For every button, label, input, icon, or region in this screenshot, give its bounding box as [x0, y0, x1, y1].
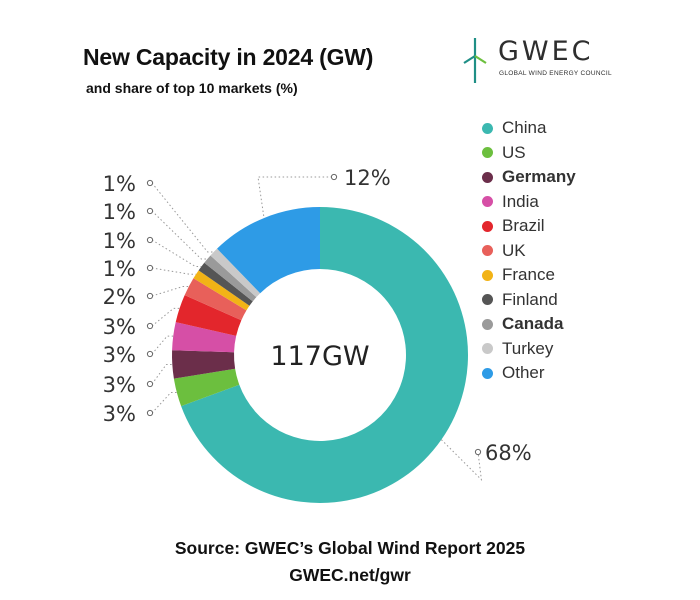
- slice-canada: [204, 255, 257, 302]
- legend-swatch: [482, 122, 493, 134]
- legend-item-finland: Finland: [482, 288, 576, 313]
- legend-label: India: [502, 191, 539, 211]
- chart-subtitle: and share of top 10 markets (%): [86, 80, 298, 96]
- legend-item-india: India: [482, 190, 576, 215]
- pct-label-other: 12%: [344, 166, 391, 190]
- leader-canada: [151, 210, 208, 260]
- legend-swatch: [482, 196, 493, 208]
- legend-label: US: [502, 142, 526, 162]
- leader-dot-germany: [146, 380, 154, 388]
- leader-uk: [151, 286, 189, 297]
- slice-china: [181, 207, 468, 503]
- pct-label-turkey: 1%: [103, 172, 136, 196]
- legend-item-uk: UK: [482, 239, 576, 264]
- pct-label-canada: 1%: [103, 200, 136, 224]
- slice-us: [173, 368, 240, 407]
- leader-dot-india: [146, 350, 154, 358]
- legend-swatch: [482, 171, 493, 183]
- leader-france: [151, 267, 196, 275]
- legend-label: Germany: [502, 167, 576, 187]
- pct-label-india: 3%: [103, 343, 136, 367]
- legend-item-france: France: [482, 263, 576, 288]
- gwec-logo: GWEC GLOBAL WIND ENERGY COUNCIL: [462, 36, 632, 86]
- slice-finland: [198, 262, 253, 306]
- pct-label-us: 3%: [103, 402, 136, 426]
- footer-url: GWEC.net/gwr: [289, 565, 411, 585]
- legend-label: Brazil: [502, 216, 545, 236]
- leader-dot-other: [330, 173, 338, 181]
- legend-item-us: US: [482, 141, 576, 166]
- chart-legend: China US Germany India Brazil UK France Finland…: [482, 116, 576, 386]
- legend-item-brazil: Brazil: [482, 214, 576, 239]
- legend-swatch: [482, 269, 493, 281]
- leader-finland: [151, 239, 202, 267]
- pct-label-china: 68%: [485, 441, 532, 465]
- slice-india: [172, 322, 237, 353]
- slice-brazil: [175, 295, 242, 336]
- legend-label: Finland: [502, 289, 558, 309]
- legend-label: France: [502, 265, 555, 285]
- leader-china: [441, 439, 483, 482]
- leader-us: [151, 392, 177, 414]
- legend-label: UK: [502, 240, 526, 260]
- leader-dot-uk: [146, 292, 154, 300]
- leader-brazil: [151, 307, 180, 327]
- leader-turkey: [151, 182, 214, 253]
- chart-title: New Capacity in 2024 (GW): [83, 44, 374, 70]
- pct-label-finland: 1%: [103, 229, 136, 253]
- leader-dot-brazil: [146, 322, 154, 330]
- legend-swatch: [482, 147, 493, 159]
- pct-label-france: 1%: [103, 257, 136, 281]
- slice-other: [217, 207, 320, 294]
- wind-turbine-icon: [463, 38, 487, 83]
- logo-tagline: GLOBAL WIND ENERGY COUNCIL: [499, 70, 612, 77]
- legend-label: Canada: [502, 314, 564, 334]
- leader-dot-france: [146, 264, 154, 272]
- pct-label-germany: 3%: [103, 373, 136, 397]
- legend-item-germany: Germany: [482, 165, 576, 190]
- legend-swatch: [482, 245, 493, 257]
- slice-germany: [172, 350, 236, 379]
- leader-dot-turkey: [146, 179, 154, 187]
- leader-germany: [151, 363, 173, 385]
- slice-uk: [184, 278, 247, 321]
- legend-label: Other: [502, 363, 545, 383]
- legend-swatch: [482, 318, 493, 330]
- leader-dot-finland: [146, 236, 154, 244]
- leader-dot-china: [474, 448, 482, 456]
- legend-swatch: [482, 343, 493, 355]
- legend-label: China: [502, 118, 547, 138]
- legend-item-china: China: [482, 116, 576, 141]
- leader-other: [257, 176, 332, 217]
- legend-swatch: [482, 367, 493, 379]
- slice-france: [193, 270, 250, 311]
- pct-label-brazil: 3%: [103, 315, 136, 339]
- slice-turkey: [210, 248, 261, 298]
- leader-dot-canada: [146, 207, 154, 215]
- footer-source: Source: GWEC’s Global Wind Report 2025: [174, 538, 526, 558]
- legend-swatch: [482, 220, 493, 232]
- legend-item-turkey: Turkey: [482, 337, 576, 362]
- leader-dot-us: [146, 409, 154, 417]
- center-total-label: 117GW: [270, 341, 369, 372]
- pct-label-uk: 2%: [103, 285, 136, 309]
- legend-item-other: Other: [482, 361, 576, 386]
- logo-wordmark: GWEC: [498, 36, 594, 67]
- legend-item-canada: Canada: [482, 312, 576, 337]
- legend-swatch: [482, 294, 493, 306]
- legend-label: Turkey: [502, 338, 554, 358]
- leader-india: [151, 335, 174, 355]
